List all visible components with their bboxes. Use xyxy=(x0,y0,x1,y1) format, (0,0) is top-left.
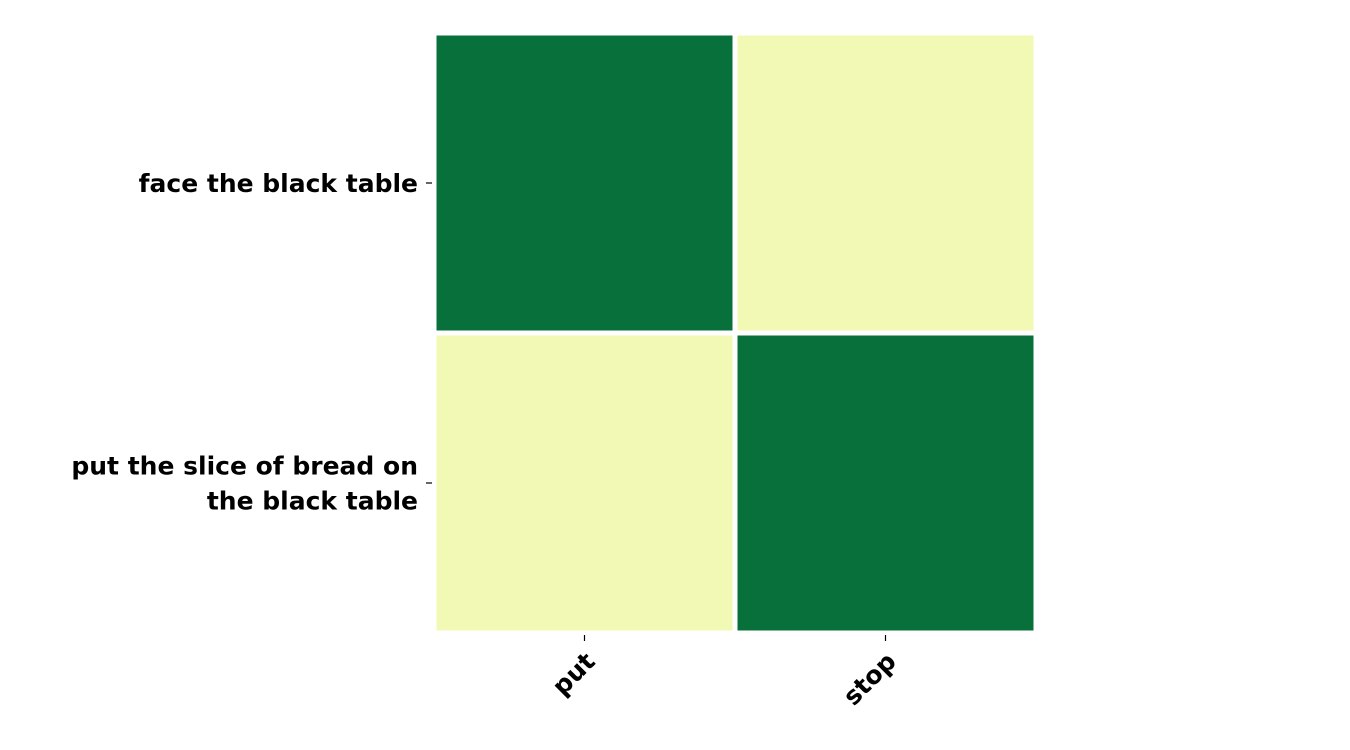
y-axis: face the black table put the slice of bre… xyxy=(71,169,432,516)
y-tick-label: put the slice of bread on the black table xyxy=(71,452,418,516)
y-tick-label: face the black table xyxy=(139,169,418,198)
x-tick-label: put xyxy=(547,647,601,701)
x-axis: put stop xyxy=(547,635,902,711)
heatmap-cell-r0-c1 xyxy=(737,35,1034,331)
x-tick-label: stop xyxy=(837,647,901,711)
heatmap-cell-r1-c0 xyxy=(436,335,733,631)
heatmap-cells xyxy=(434,33,1036,633)
heatmap-cell-r1-c1 xyxy=(737,335,1034,631)
heatmap-cell-r0-c0 xyxy=(436,35,733,331)
